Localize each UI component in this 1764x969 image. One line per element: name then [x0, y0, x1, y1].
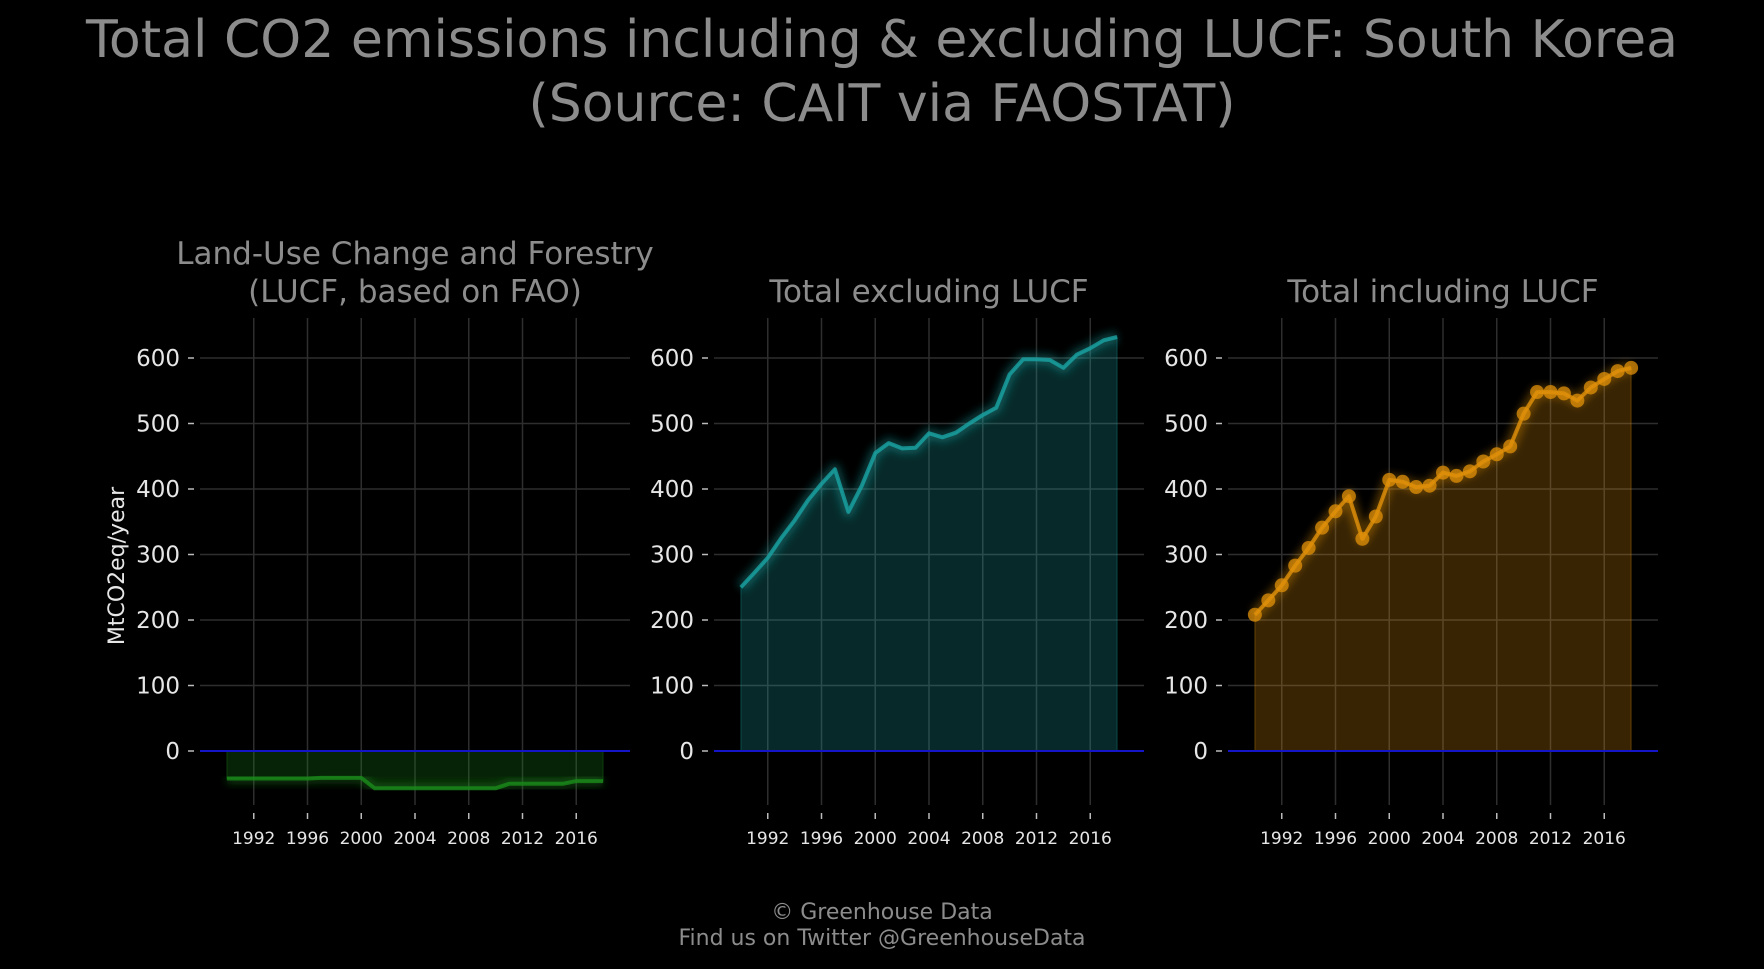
chart-panel-2: 0 100 200 300 400 500 600 1992 1996 2000 2004 2008 2…: [650, 274, 1144, 849]
data-point: [1301, 540, 1316, 555]
y-tick-label: 300: [136, 543, 180, 569]
data-point: [1489, 447, 1504, 462]
data-point: [1570, 393, 1585, 408]
y-tick-label: 300: [1164, 543, 1208, 569]
data-point: [1422, 478, 1437, 493]
data-point: [1382, 472, 1397, 487]
panel-title-line-2: Total including LUCF: [1286, 274, 1598, 310]
data-point: [1503, 439, 1518, 454]
series-line: [226, 775, 604, 791]
y-tick-label: 100: [650, 674, 694, 700]
x-tick-label: 2004: [393, 829, 436, 849]
y-tick-label: 500: [650, 412, 694, 438]
y-tick-label: 100: [136, 674, 180, 700]
y-tick-label: 200: [650, 608, 694, 634]
data-point: [1476, 454, 1491, 469]
y-tick-label: 100: [1164, 674, 1208, 700]
data-point: [1530, 385, 1545, 400]
data-point: [1556, 386, 1571, 401]
y-tick-label: 500: [136, 412, 180, 438]
x-tick-label: 1992: [232, 829, 275, 849]
data-point: [1610, 364, 1625, 379]
x-tick-label: 1996: [286, 829, 329, 849]
x-tick-label: 2008: [447, 829, 490, 849]
x-tick-label: 1996: [800, 829, 843, 849]
data-point: [1341, 489, 1356, 504]
x-tick-label: 2004: [907, 829, 950, 849]
title-line-1: Total CO2 emissions including & excludin…: [86, 10, 1678, 70]
data-point: [1583, 380, 1598, 395]
x-tick-label: 2016: [555, 829, 598, 849]
x-tick-label: 2000: [340, 829, 383, 849]
page-title: Total CO2 emissions including & excludin…: [0, 8, 1764, 136]
x-tick-label: 2008: [1475, 829, 1518, 849]
data-point: [1597, 371, 1612, 386]
data-point: [1328, 504, 1343, 519]
y-tick-label: 200: [1164, 608, 1208, 634]
y-tick-label: 0: [165, 739, 180, 765]
data-point: [1368, 509, 1383, 524]
data-point: [1315, 520, 1330, 535]
y-tick-label: 300: [650, 543, 694, 569]
data-point: [1516, 406, 1531, 421]
x-tick-label: 1992: [1260, 829, 1303, 849]
footer-twitter: Find us on Twitter @GreenhouseData: [678, 926, 1086, 951]
panel-title-line-2: Total excluding LUCF: [768, 274, 1088, 310]
x-tick-label: 2016: [1583, 829, 1626, 849]
data-point: [1462, 464, 1477, 479]
x-tick-label: 2004: [1421, 829, 1464, 849]
data-point: [1355, 531, 1370, 546]
x-tick-label: 2000: [854, 829, 897, 849]
data-point: [1543, 385, 1558, 400]
y-tick-label: 500: [1164, 412, 1208, 438]
data-point: [1274, 578, 1289, 593]
y-tick-label: 400: [1164, 477, 1208, 503]
y-tick-label: 600: [650, 346, 694, 372]
data-point: [1624, 360, 1639, 375]
data-point: [1449, 468, 1464, 483]
x-tick-label: 2016: [1069, 829, 1112, 849]
y-tick-label: 600: [1164, 346, 1208, 372]
series-line: [739, 335, 1118, 589]
data-point: [1436, 465, 1450, 480]
x-tick-label: 2000: [1368, 829, 1411, 849]
chart-panel-1: 0 100 200 300 400 500 600 1992 1996 2000 2004 2008 2…: [105, 236, 654, 849]
panel-title-line-1: Land-Use Change and Forestry: [176, 236, 654, 272]
x-tick-label: 2008: [961, 829, 1004, 849]
y-tick-label: 400: [136, 477, 180, 503]
y-axis-label: MtCO2eq/year: [105, 486, 130, 645]
x-tick-label: 1992: [746, 829, 789, 849]
y-tick-label: 0: [1193, 739, 1208, 765]
data-point: [1261, 593, 1276, 608]
data-point: [1409, 480, 1424, 495]
y-tick-label: 200: [136, 608, 180, 634]
chart-panel-3: 0 100 200 300 400 500 600 1992 1996 2000 2004 2008 2…: [1164, 274, 1658, 849]
y-tick-label: 400: [650, 477, 694, 503]
panel-title-line-2: (LUCF, based on FAO): [248, 274, 582, 310]
x-tick-label: 2012: [1015, 829, 1058, 849]
y-tick-label: 0: [679, 739, 694, 765]
footer: © Greenhouse Data Find us on Twitter @Gr…: [0, 900, 1764, 952]
data-point: [1247, 607, 1262, 622]
footer-copyright: © Greenhouse Data: [771, 900, 993, 925]
title-line-2: (Source: CAIT via FAOSTAT): [528, 74, 1236, 134]
data-point: [1288, 558, 1303, 573]
x-tick-label: 1996: [1314, 829, 1357, 849]
x-tick-label: 2012: [501, 829, 544, 849]
x-tick-label: 2012: [1529, 829, 1572, 849]
data-point: [1395, 474, 1410, 489]
y-tick-label: 600: [136, 346, 180, 372]
